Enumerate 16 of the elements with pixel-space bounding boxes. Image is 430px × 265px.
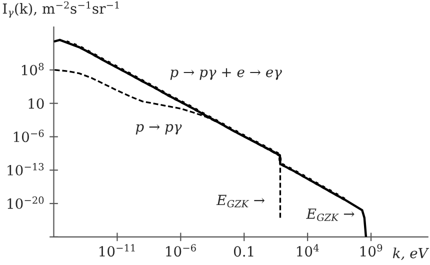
annotation: p → pγ + e → eγ bbox=[170, 68, 282, 80]
y-tick-label: 10$^{8}$ bbox=[22, 62, 44, 76]
x-axis-title: k, eV bbox=[392, 248, 430, 260]
y-tick-label: 10$^{−6}$ bbox=[14, 130, 44, 142]
annotation: E$_{GZK}$ → bbox=[216, 194, 265, 208]
annotation: E$_{GZK}$ → bbox=[306, 208, 354, 221]
x-tick-label: 10$^{−11}$ bbox=[100, 244, 135, 257]
y-tick-label: 10$^{−13}$ bbox=[8, 163, 44, 176]
x-tick-label: 0.1 bbox=[234, 246, 254, 257]
y-tick-label: 10 bbox=[28, 98, 44, 109]
x-tick-label: 10$^{4}$ bbox=[297, 244, 319, 257]
x-tick-label: 10$^{9}$ bbox=[360, 244, 382, 257]
annotation: p → pγ bbox=[136, 124, 182, 134]
y-tick-label: 10$^{−20}$ bbox=[8, 196, 44, 209]
x-tick-label: 10$^{−6}$ bbox=[166, 244, 196, 257]
y-axis-title: I$_{γ}$(k), m$^{−2}$s$^{−1}$sr$^{−1}$ bbox=[2, 1, 119, 18]
